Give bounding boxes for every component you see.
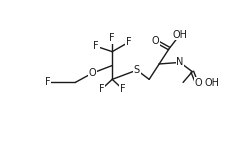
Text: N: N: [176, 57, 184, 67]
Text: F: F: [120, 84, 126, 94]
Text: O: O: [151, 36, 159, 46]
Text: OH: OH: [172, 30, 187, 40]
Text: OH: OH: [205, 78, 220, 88]
Text: S: S: [134, 65, 140, 75]
Text: O: O: [195, 78, 202, 88]
Text: O: O: [88, 68, 96, 78]
Text: F: F: [93, 41, 99, 51]
Text: F: F: [45, 77, 50, 87]
Text: F: F: [109, 33, 115, 43]
Text: F: F: [99, 84, 104, 94]
Text: F: F: [125, 37, 131, 47]
